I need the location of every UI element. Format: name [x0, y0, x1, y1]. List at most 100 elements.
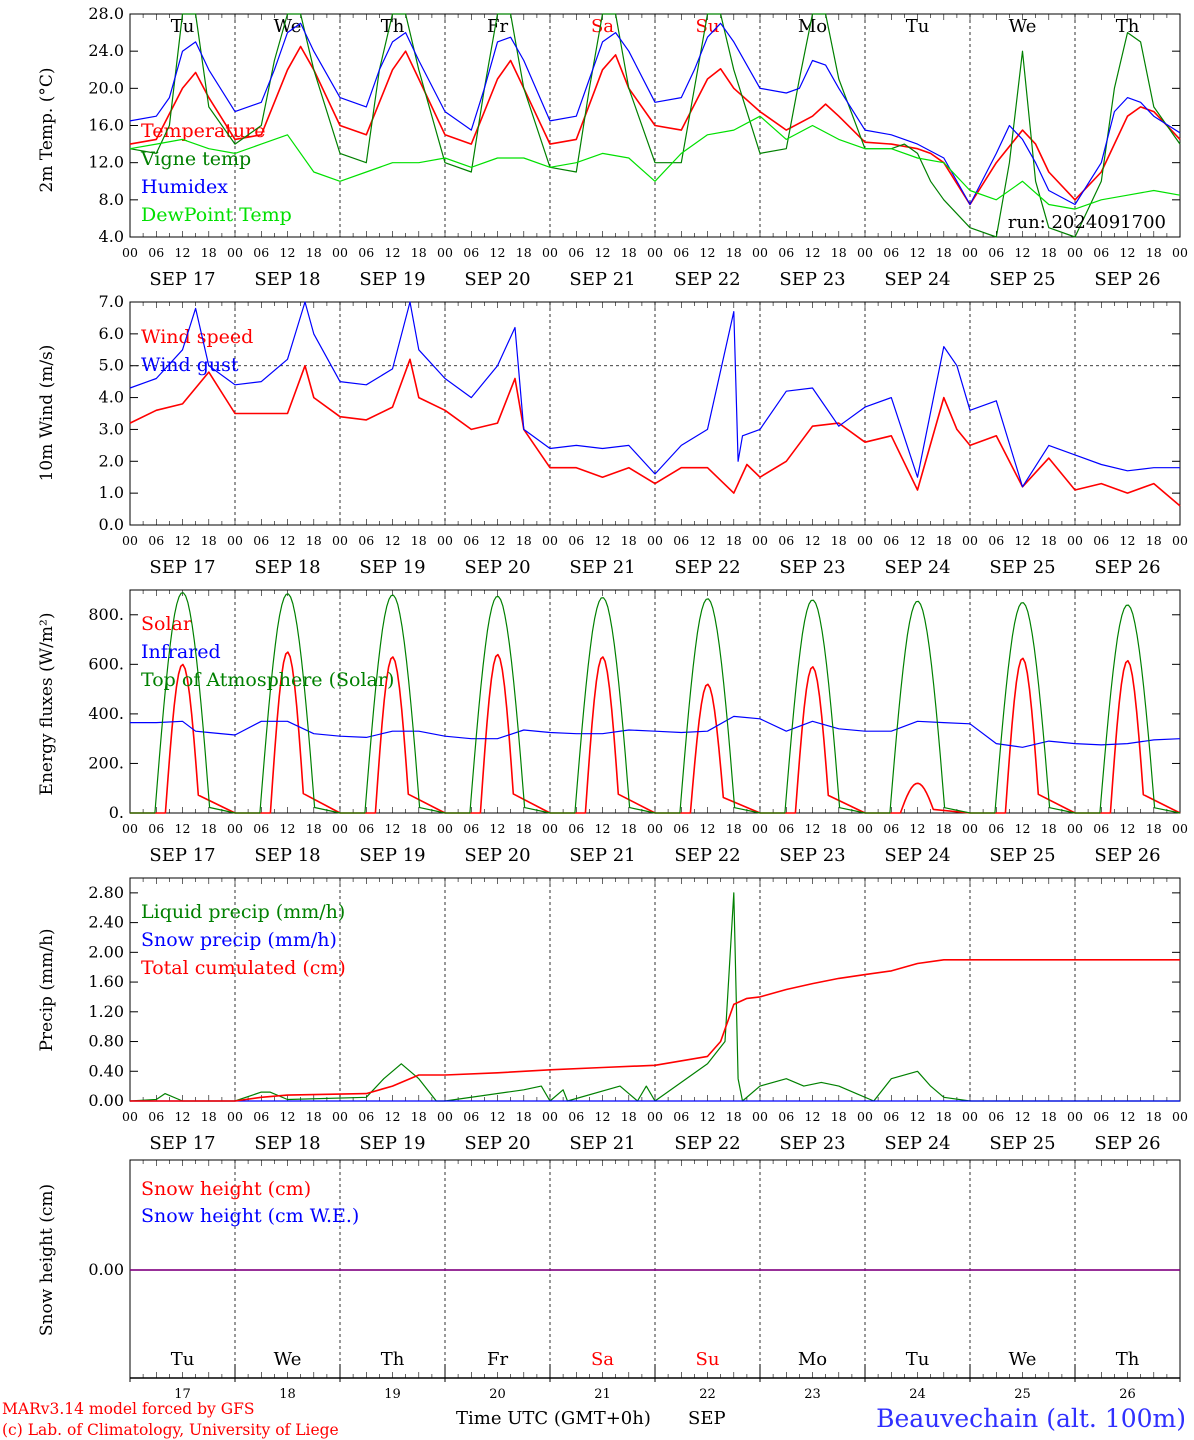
y-tick-label: 200. — [88, 753, 124, 772]
hour-tick-label: 12 — [805, 1109, 821, 1124]
hour-tick-label: 06 — [883, 245, 899, 260]
hour-tick-label: 06 — [568, 533, 584, 548]
hour-tick-label: 00 — [1172, 245, 1188, 260]
hour-tick-label: 12 — [280, 533, 296, 548]
hour-tick-label: 06 — [568, 245, 584, 260]
hour-tick-label: 00 — [647, 1109, 663, 1124]
hour-tick-label: 12 — [700, 533, 716, 548]
date-label: SEP 23 — [779, 1133, 845, 1154]
x-minor-ticks — [129, 302, 1181, 525]
y-tick-label: 7.0 — [99, 292, 124, 311]
y-tick-label: 400. — [88, 704, 124, 723]
date-label: SEP 17 — [149, 557, 215, 578]
date-label: SEP 23 — [779, 557, 845, 578]
hour-tick-label: 00 — [1172, 1109, 1188, 1124]
hour-tick-label: 18 — [726, 821, 742, 836]
hour-tick-label: 18 — [831, 533, 847, 548]
hour-tick-label: 00 — [437, 533, 453, 548]
date-label: SEP 26 — [1094, 269, 1160, 290]
series-line-temperature — [129, 45, 1181, 206]
hour-tick-label: 18 — [936, 821, 952, 836]
hour-tick-label: 00 — [437, 245, 453, 260]
hour-tick-label: 18 — [1146, 821, 1162, 836]
weekday-label: Mo — [798, 16, 827, 37]
hour-tick-label: 06 — [673, 821, 689, 836]
hour-tick-label: 12 — [595, 821, 611, 836]
weekday-label: Su — [696, 16, 720, 37]
hour-tick-label: 00 — [1067, 245, 1083, 260]
hour-tick-label: 12 — [385, 821, 401, 836]
hour-tick-label: 12 — [805, 821, 821, 836]
y-tick-label: 1.60 — [88, 972, 124, 991]
hour-tick-label: 18 — [1146, 1109, 1162, 1124]
hour-tick-label: 18 — [1041, 1109, 1057, 1124]
hour-tick-label: 00 — [542, 245, 558, 260]
hour-tick-label: 06 — [1093, 821, 1109, 836]
day-number-label: 19 — [384, 1387, 401, 1402]
hour-tick-label: 12 — [910, 245, 926, 260]
hour-tick-label: 18 — [516, 821, 532, 836]
legend-entry: Snow height (cm) — [141, 1178, 311, 1200]
date-label: SEP 22 — [674, 557, 740, 578]
day-number-label: 17 — [174, 1387, 191, 1402]
hour-tick-label: 06 — [1093, 1109, 1109, 1124]
hour-tick-label: 12 — [175, 821, 191, 836]
series-line-liquid-precip-mm-h- — [129, 892, 1180, 1102]
hour-tick-label: 12 — [700, 821, 716, 836]
hour-tick-label: 06 — [358, 1109, 374, 1124]
hour-tick-label: 18 — [411, 1109, 427, 1124]
hour-tick-label: 18 — [306, 533, 322, 548]
date-label: SEP 17 — [149, 269, 215, 290]
legend-entry: Temperature — [141, 120, 265, 142]
day-number-label: 18 — [279, 1387, 296, 1402]
hour-tick-label: 00 — [857, 821, 873, 836]
hour-tick-label: 00 — [1172, 533, 1188, 548]
hour-tick-label: 12 — [490, 533, 506, 548]
date-label: SEP 24 — [884, 845, 950, 866]
hour-tick-label: 18 — [411, 821, 427, 836]
hour-tick-label: 18 — [621, 533, 637, 548]
hour-tick-label: 18 — [1041, 821, 1057, 836]
hour-tick-label: 00 — [1172, 821, 1188, 836]
hour-tick-label: 12 — [1120, 533, 1136, 548]
hour-tick-label: 06 — [988, 533, 1004, 548]
hour-tick-label: 06 — [883, 533, 899, 548]
hour-tick-label: 18 — [1041, 533, 1057, 548]
hour-tick-label: 00 — [122, 533, 138, 548]
hour-tick-label: 06 — [253, 245, 269, 260]
series-line-dewpoint-temp — [129, 115, 1181, 210]
hour-tick-label: 00 — [227, 245, 243, 260]
y-tick-label: 2.40 — [88, 913, 124, 932]
date-label: SEP 26 — [1094, 1133, 1160, 1154]
y-axis-label: 10m Wind (m/s) — [37, 345, 57, 482]
hour-tick-label: 12 — [1015, 533, 1031, 548]
date-label: SEP 17 — [149, 845, 215, 866]
y-tick-label: 2.80 — [88, 883, 124, 902]
y-tick-label: 5.0 — [99, 356, 124, 375]
hour-tick-label: 00 — [437, 1109, 453, 1124]
date-label: SEP 22 — [674, 1133, 740, 1154]
hour-tick-label: 06 — [673, 533, 689, 548]
y-tick-label: 4.0 — [99, 227, 124, 246]
hour-tick-label: 18 — [726, 245, 742, 260]
y-tick-label: 3.0 — [99, 419, 124, 438]
hour-tick-label: 06 — [358, 533, 374, 548]
y-tick-label: 0.40 — [88, 1061, 124, 1080]
date-label: SEP 23 — [779, 269, 845, 290]
hour-tick-label: 12 — [910, 533, 926, 548]
hour-tick-label: 06 — [568, 1109, 584, 1124]
hour-tick-label: 06 — [1093, 533, 1109, 548]
hour-tick-label: 18 — [306, 245, 322, 260]
hour-tick-label: 18 — [516, 533, 532, 548]
hour-tick-label: 00 — [227, 1109, 243, 1124]
hour-tick-label: 00 — [542, 821, 558, 836]
hour-tick-label: 06 — [253, 533, 269, 548]
legend-entry: DewPoint Temp — [141, 204, 292, 226]
legend-entry: Humidex — [141, 176, 228, 198]
weekday-label: Th — [1116, 1349, 1140, 1370]
hour-tick-label: 18 — [516, 245, 532, 260]
day-number-label: 25 — [1014, 1387, 1031, 1402]
date-label: SEP 21 — [569, 269, 635, 290]
hour-tick-label: 06 — [253, 821, 269, 836]
hour-tick-label: 18 — [936, 245, 952, 260]
